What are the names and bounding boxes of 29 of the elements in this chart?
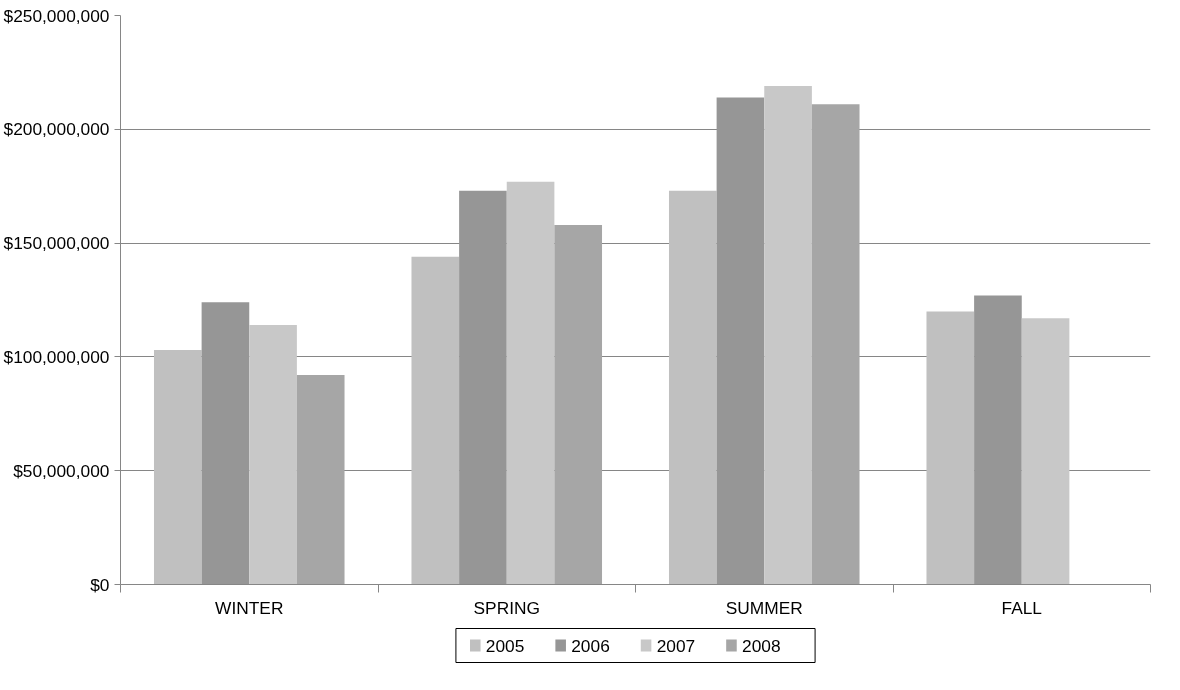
y-tick-label: $150,000,000 xyxy=(3,233,110,254)
legend-label: 2005 xyxy=(485,635,525,656)
bar xyxy=(249,325,297,585)
bar xyxy=(296,375,345,585)
x-tick-label: SPRING xyxy=(473,597,540,618)
y-tick-label: $0 xyxy=(90,574,110,595)
legend-label: 2006 xyxy=(571,635,610,656)
bar xyxy=(668,190,717,585)
x-tick-label: FALL xyxy=(1001,597,1043,618)
legend-label: 2008 xyxy=(742,635,781,656)
y-tick-label: $100,000,000 xyxy=(3,346,110,367)
x-tick-label: SUMMER xyxy=(725,597,803,618)
bar xyxy=(926,311,975,585)
y-tick-label: $250,000,000 xyxy=(3,5,110,26)
y-tick-label: $200,000,000 xyxy=(3,119,110,140)
bar xyxy=(974,295,1022,585)
bar xyxy=(554,224,603,585)
bar xyxy=(1021,318,1070,585)
bar xyxy=(506,181,555,585)
bar xyxy=(411,256,460,585)
bar xyxy=(764,86,812,585)
bar xyxy=(716,97,765,585)
x-tick-label: WINTER xyxy=(215,597,284,618)
bar xyxy=(459,190,507,585)
legend-label: 2007 xyxy=(656,635,696,656)
y-tick-label: $50,000,000 xyxy=(13,460,110,481)
bar xyxy=(153,350,202,585)
bar xyxy=(811,104,860,585)
bar xyxy=(201,302,250,585)
